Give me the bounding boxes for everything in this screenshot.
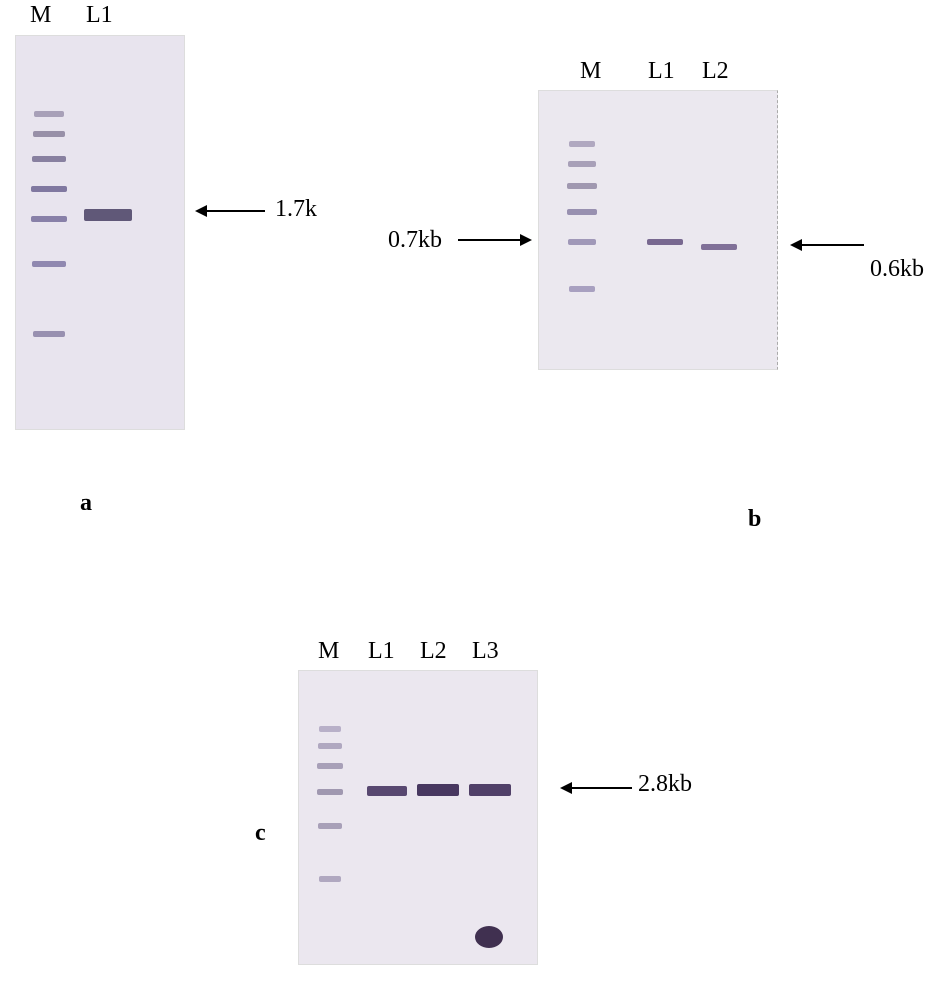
lane-label-l3: L3: [472, 638, 499, 665]
ladder-band: [568, 239, 596, 245]
arrow-right-to-left: [560, 782, 632, 794]
ladder-band: [33, 331, 65, 337]
panel-letter-a: a: [80, 490, 92, 517]
lane-label-l1: L1: [368, 638, 395, 665]
lane-label-m: M: [580, 58, 601, 85]
sample-band-l1: [647, 239, 683, 245]
arrow-left-to-right: [458, 234, 532, 246]
ladder-band: [567, 183, 597, 189]
ladder-band: [319, 876, 341, 882]
arrow-right-to-left: [790, 239, 864, 251]
sample-band-l3: [469, 784, 511, 796]
ladder-band: [319, 726, 341, 732]
size-label: 0.7kb: [388, 227, 442, 254]
panel-letter-b: b: [748, 506, 761, 533]
size-label: 1.7k: [275, 196, 317, 223]
ladder-band: [317, 763, 343, 769]
panel-letter-c: c: [255, 820, 266, 847]
sample-band-l2: [417, 784, 459, 796]
ladder-band: [317, 789, 343, 795]
gel-c: [298, 670, 538, 965]
ladder-band: [569, 286, 595, 292]
ladder-band: [318, 743, 342, 749]
gel-b: [538, 90, 778, 370]
lane-label-m: M: [318, 638, 339, 665]
lane-label-l1: L1: [648, 58, 675, 85]
sample-band-l1: [367, 786, 407, 796]
panel-c: M L1 L2 L3 2.8kb c: [0, 0, 240, 295]
ladder-band: [318, 823, 342, 829]
blob-l3: [475, 926, 503, 948]
ladder-band: [569, 141, 595, 147]
lane-label-l2: L2: [420, 638, 447, 665]
ladder-band: [567, 209, 597, 215]
ladder-band: [568, 161, 596, 167]
sample-band-l2: [701, 244, 737, 250]
size-label: 2.8kb: [638, 771, 692, 798]
lane-label-l2: L2: [702, 58, 729, 85]
size-label: 0.6kb: [870, 256, 924, 283]
